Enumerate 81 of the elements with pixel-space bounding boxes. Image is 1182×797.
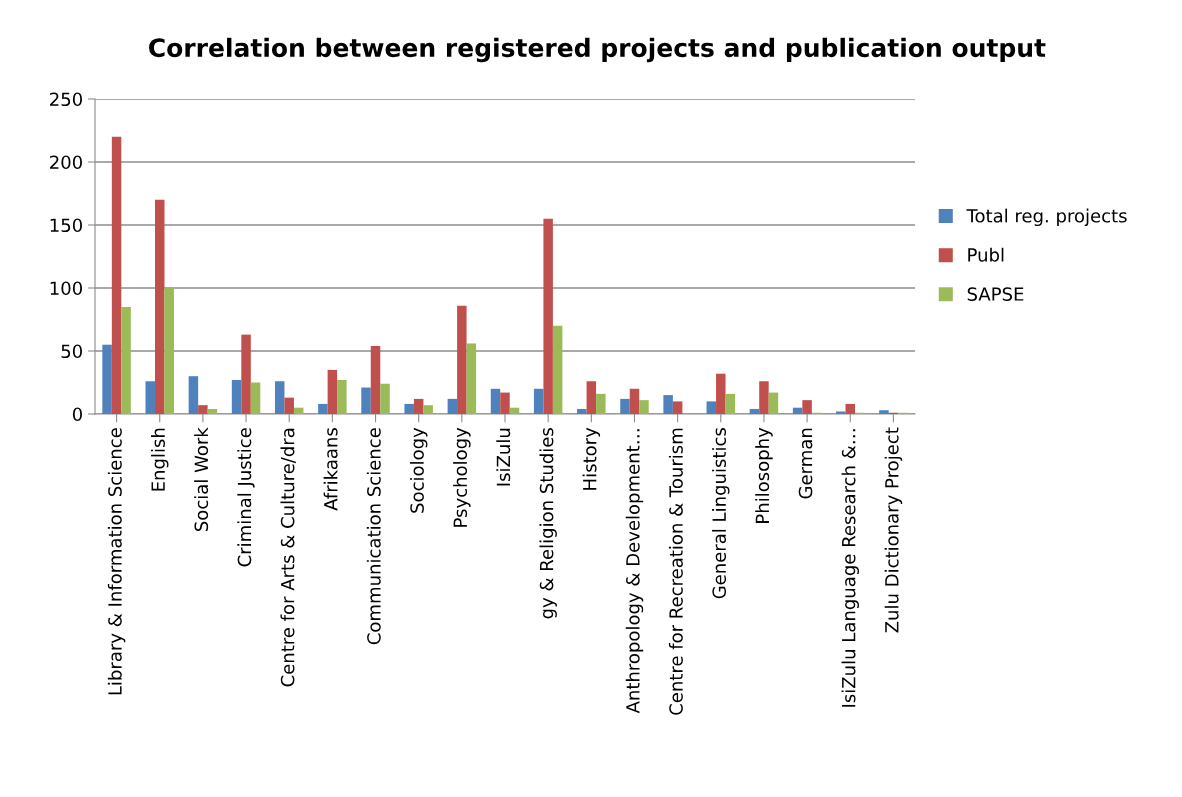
- bar: [337, 379, 347, 414]
- bar: [802, 400, 812, 414]
- x-tick-label: Social Work: [194, 427, 209, 531]
- bar: [490, 388, 501, 414]
- bar: [620, 398, 630, 414]
- bar: [188, 376, 199, 414]
- x-tick-label: IsiZulu Language Research &…: [841, 429, 859, 707]
- bar: [509, 407, 520, 414]
- bar: [380, 383, 390, 414]
- y-tick-label: 250: [50, 92, 82, 107]
- bar: [198, 405, 208, 414]
- bar: [145, 381, 155, 414]
- bar: [293, 407, 304, 414]
- y-tick-label: 50: [61, 344, 82, 359]
- x-tick-label: Afrikaans: [323, 428, 338, 511]
- x-tick-label: Library & Information Science: [107, 428, 126, 695]
- bar: [447, 398, 458, 414]
- bar: [404, 403, 414, 414]
- legend-label: Total reg. projects: [966, 208, 1127, 227]
- bar: [586, 381, 597, 414]
- y-tick-label: 150: [50, 218, 82, 233]
- bar: [663, 395, 673, 414]
- bar: [207, 408, 218, 414]
- bar: [879, 410, 889, 414]
- bar: [725, 393, 736, 414]
- bar: [423, 405, 433, 414]
- bar: [500, 392, 510, 414]
- x-tick-label: General Linguistics: [712, 428, 730, 599]
- bar: [250, 382, 261, 414]
- x-tick-label: Anthropology & Development…: [625, 429, 644, 714]
- bar: [361, 387, 371, 414]
- bar: [284, 397, 294, 414]
- bar: [639, 400, 649, 414]
- legend-label: Publ: [968, 247, 1004, 262]
- x-tick-label: History: [582, 427, 601, 490]
- bar: [241, 334, 251, 414]
- y-tick-label: 200: [50, 155, 82, 170]
- x-tick-label: IsiZulu: [496, 428, 511, 486]
- x-tick-label: German: [798, 428, 813, 499]
- bar: [768, 392, 779, 414]
- bar: [231, 379, 242, 414]
- bar: [370, 345, 381, 414]
- bar: [154, 199, 165, 414]
- bar: [543, 218, 553, 414]
- y-tick-label: 100: [50, 281, 82, 296]
- y-tick-label: 0: [72, 407, 82, 422]
- bar: [716, 373, 726, 414]
- legend-label: SAPSE: [967, 287, 1024, 301]
- x-tick-label: Centre for Arts & Culture/dra: [280, 428, 296, 687]
- bar: [792, 407, 803, 414]
- x-tick-label: Centre for Recreation & Tourism: [668, 428, 683, 715]
- x-tick-label: Communication Science: [366, 428, 381, 645]
- bar: [274, 381, 285, 414]
- x-tick-label: Psychology: [453, 427, 471, 527]
- bar: [836, 411, 846, 414]
- bar: [672, 401, 683, 414]
- x-tick-label: Philosophy: [755, 427, 773, 523]
- bar: [466, 343, 477, 414]
- bar: [457, 305, 467, 414]
- bar: [327, 369, 338, 414]
- x-tick-label: Sociology: [409, 427, 428, 513]
- bar: [413, 398, 424, 414]
- bar: [318, 403, 328, 414]
- bar: [845, 403, 856, 414]
- bar: [759, 381, 769, 414]
- bar: [121, 306, 131, 414]
- x-tick-label: gy & Religion Studies: [539, 428, 557, 619]
- bar: [102, 344, 112, 414]
- bar: [706, 401, 717, 414]
- x-tick-label: Criminal Justice: [237, 428, 255, 567]
- chart-title: Correlation between registered projects and publication output: [149, 37, 1046, 63]
- bar: [596, 393, 606, 414]
- bar: [164, 288, 174, 414]
- bar: [629, 388, 640, 414]
- bar: [749, 408, 760, 414]
- bar: [111, 136, 122, 414]
- x-tick-label: Zulu Dictionary Project: [884, 427, 903, 633]
- bar: [577, 408, 587, 414]
- x-tick-label: English: [151, 428, 169, 491]
- bar: [533, 388, 544, 414]
- bar: [552, 325, 563, 414]
